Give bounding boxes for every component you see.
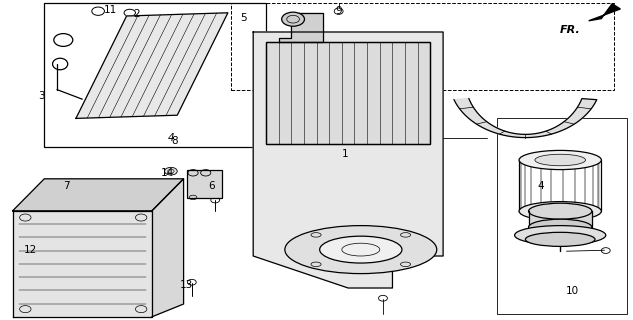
Polygon shape — [454, 99, 597, 138]
Polygon shape — [253, 32, 443, 288]
Bar — [231, 3, 614, 90]
Text: 13: 13 — [180, 280, 193, 290]
Text: 7: 7 — [63, 180, 70, 191]
Text: 2: 2 — [133, 9, 139, 20]
Bar — [187, 170, 222, 198]
Polygon shape — [529, 211, 592, 227]
Text: 4: 4 — [538, 180, 544, 191]
Ellipse shape — [165, 167, 177, 175]
Text: 9: 9 — [335, 6, 342, 16]
Polygon shape — [589, 4, 620, 21]
Ellipse shape — [519, 202, 601, 221]
Ellipse shape — [515, 226, 606, 245]
Text: 12: 12 — [24, 244, 37, 255]
Ellipse shape — [519, 150, 601, 170]
Ellipse shape — [529, 219, 592, 235]
Bar — [44, 3, 266, 147]
Ellipse shape — [282, 12, 304, 26]
Text: 1: 1 — [342, 148, 348, 159]
Polygon shape — [152, 179, 184, 317]
Text: 8: 8 — [171, 136, 177, 146]
Text: 3: 3 — [38, 91, 44, 101]
Polygon shape — [76, 13, 228, 118]
Text: 11: 11 — [104, 4, 117, 15]
Polygon shape — [13, 211, 152, 317]
Text: 6: 6 — [209, 180, 215, 191]
Ellipse shape — [535, 154, 586, 166]
Ellipse shape — [285, 226, 437, 274]
Polygon shape — [279, 13, 323, 42]
Text: FR.: FR. — [560, 25, 580, 36]
Bar — [497, 118, 627, 314]
Ellipse shape — [525, 232, 595, 246]
Polygon shape — [13, 179, 184, 211]
Bar — [266, 42, 430, 144]
Ellipse shape — [320, 236, 402, 263]
Text: 4: 4 — [168, 132, 174, 143]
Text: 10: 10 — [567, 286, 579, 296]
Text: 14: 14 — [161, 168, 174, 178]
Ellipse shape — [529, 203, 592, 219]
Text: 5: 5 — [241, 12, 247, 23]
Bar — [266, 42, 430, 144]
